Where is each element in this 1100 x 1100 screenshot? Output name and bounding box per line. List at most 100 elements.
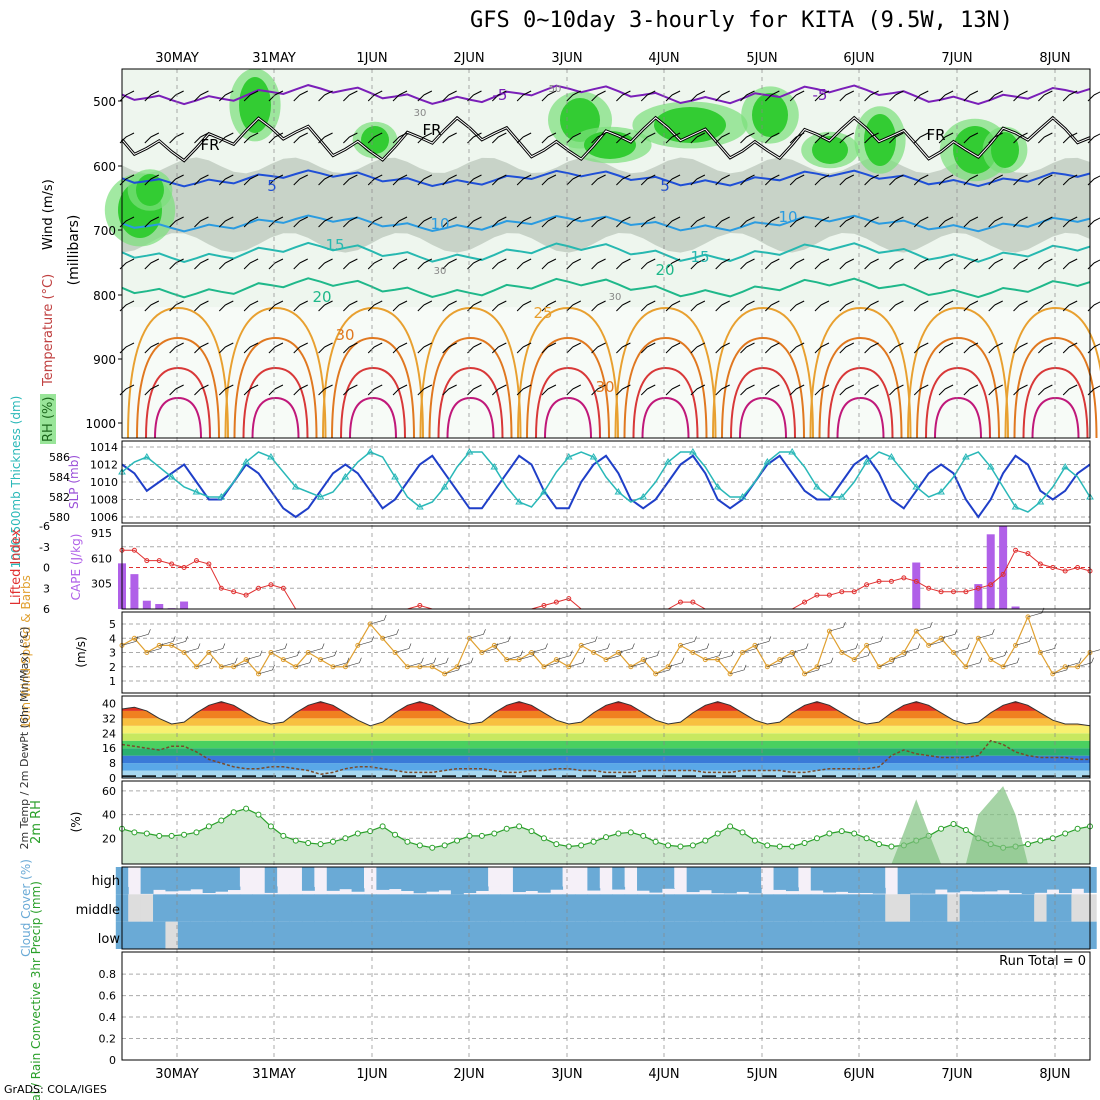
cloud-cell <box>277 921 291 949</box>
wind-barb <box>864 174 879 186</box>
lifted-index-marker <box>839 589 845 595</box>
cloud-cell <box>922 867 936 894</box>
wind10-marker <box>938 635 944 641</box>
rh2m-area <box>122 808 1090 864</box>
cloud-cell <box>388 867 402 890</box>
wind10-marker <box>566 664 572 670</box>
thickness-marker <box>688 448 697 455</box>
cloud-cell <box>872 894 886 922</box>
cloud-cell <box>910 894 923 922</box>
cloud-cell <box>848 921 861 949</box>
wind-barb <box>218 258 234 270</box>
wind-barb <box>665 342 681 354</box>
wind10-marker <box>727 671 733 677</box>
wind-barb <box>1038 174 1053 186</box>
cloud-cell <box>885 921 899 949</box>
wind10-barb <box>953 643 970 653</box>
cloud-cell <box>860 894 874 922</box>
wind-barb <box>541 132 557 144</box>
isotherm-arch <box>331 336 415 439</box>
lifted-index-marker <box>193 558 199 564</box>
lifted-index-marker <box>144 558 150 564</box>
wind-barb <box>715 258 730 270</box>
temp-band <box>122 725 1090 734</box>
wind10-marker <box>156 642 162 648</box>
wind10-tick-label: 5 <box>109 618 116 631</box>
wind-barb <box>591 174 606 186</box>
wind10-barb <box>742 643 759 653</box>
wind-barb <box>1087 217 1100 228</box>
isotherm-15 <box>121 241 1091 263</box>
lifted-tick-label: 6 <box>43 603 50 616</box>
wind-barb <box>665 132 681 144</box>
wind-barb <box>740 174 755 186</box>
wind-barb <box>764 132 780 144</box>
thickness-marker <box>738 493 747 500</box>
isotherm-arch <box>641 396 690 439</box>
thickness-marker <box>1036 498 1045 505</box>
wind-barb <box>963 258 979 270</box>
thickness-marker <box>788 448 797 455</box>
wind10-marker <box>578 642 584 648</box>
contour-label: 15 <box>690 248 709 266</box>
wind-barb <box>318 384 333 396</box>
rh2m-marker <box>590 838 597 845</box>
wind-barb <box>938 216 954 228</box>
wind-barb <box>715 300 730 312</box>
cape-bar <box>912 562 921 609</box>
wind10-barb <box>444 664 461 675</box>
cloud-cell <box>1046 894 1060 922</box>
cloud-cell <box>488 867 502 887</box>
cloud-cell <box>140 867 154 894</box>
wind-barb <box>417 132 433 144</box>
thickness-marker <box>763 458 772 465</box>
cloud-cell <box>252 867 266 888</box>
cloud-level-label: high <box>92 874 120 889</box>
wind-barb <box>864 258 879 270</box>
wind-barb <box>913 174 929 186</box>
rh2m-marker <box>1062 830 1069 837</box>
cloud-cell <box>165 867 179 892</box>
wind-barb <box>814 384 830 396</box>
wind-barb <box>1062 216 1078 228</box>
lifted-index-marker <box>926 585 932 591</box>
wind-barb <box>367 216 383 228</box>
rh2m-marker <box>454 837 461 844</box>
panel-border <box>121 866 1091 950</box>
cloud-cell <box>550 921 564 949</box>
wind10-barb <box>1040 643 1057 653</box>
wind10-marker <box>826 628 832 634</box>
wind-barb <box>491 384 507 396</box>
thickness-marker <box>217 493 226 500</box>
wind10-barb <box>357 636 375 646</box>
wind-barb <box>218 90 234 102</box>
cloud-cell <box>450 867 464 895</box>
wind-barb <box>913 258 929 270</box>
wind-barb <box>814 90 830 102</box>
wind-barb <box>243 384 259 396</box>
cloud-cell <box>748 921 762 949</box>
cloud-cell <box>996 921 1010 949</box>
thickness-marker <box>639 493 648 500</box>
contour-label: 15 <box>325 236 344 254</box>
cloud-cell <box>972 921 986 949</box>
wind10-marker <box>231 664 237 670</box>
wind-barb <box>541 300 557 312</box>
temp2m-tick-label: 8 <box>109 757 116 770</box>
cloud-cell <box>885 867 899 888</box>
cloud-cell <box>637 867 650 891</box>
cloud-cell <box>711 867 725 894</box>
wind10-barb <box>519 650 536 660</box>
thickness-tick-label: 582 <box>49 491 70 504</box>
cloud-cell <box>996 867 1010 891</box>
rh2m-spike <box>891 799 942 864</box>
wind-barb <box>789 90 805 102</box>
upper-ylabel-part-1: Temperature (°C) <box>41 274 56 387</box>
cloud-cell <box>1021 894 1035 922</box>
cloud-cell <box>599 921 613 949</box>
cloud-cell <box>202 867 216 894</box>
wind10-marker <box>553 657 559 663</box>
slp-tick-label: 1014 <box>90 441 118 454</box>
wind10-marker <box>615 650 621 655</box>
wind10-marker <box>1037 650 1043 655</box>
